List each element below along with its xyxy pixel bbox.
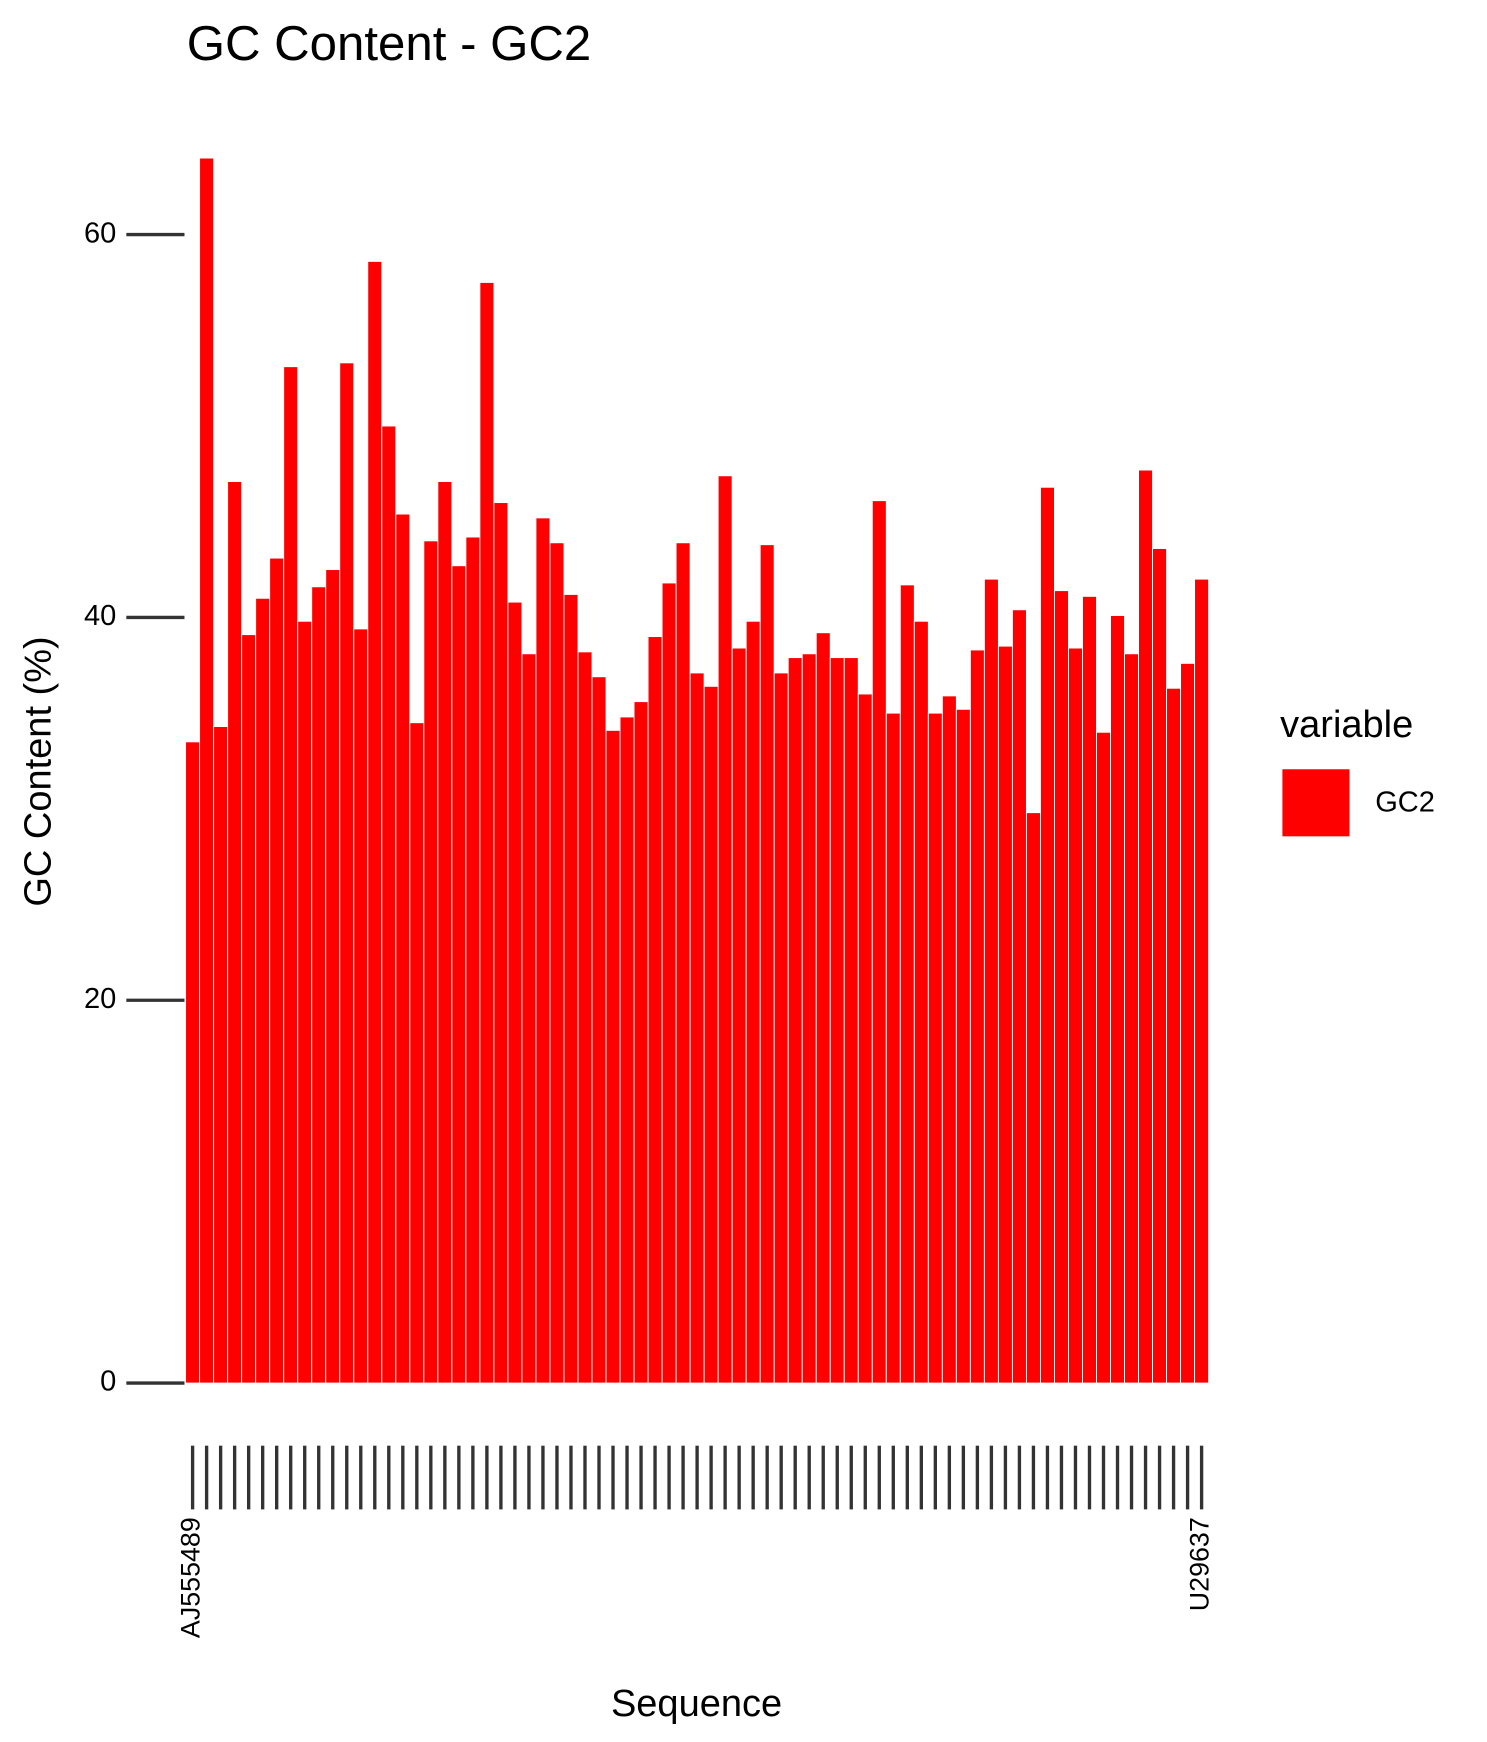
bar <box>983 578 999 1384</box>
bar <box>1068 647 1083 1384</box>
bar <box>1152 548 1168 1384</box>
bar <box>479 282 495 1384</box>
x-tick-label: AJ555489 <box>176 1517 206 1638</box>
bar <box>549 542 565 1384</box>
bar <box>1138 469 1153 1384</box>
bar <box>423 540 439 1384</box>
bar <box>227 481 243 1384</box>
bar <box>185 741 201 1384</box>
bar <box>241 634 257 1384</box>
bar <box>801 653 817 1384</box>
legend-title: variable <box>1280 704 1413 746</box>
bar <box>311 586 327 1384</box>
bar <box>843 657 859 1384</box>
bar <box>493 502 509 1384</box>
bar <box>465 536 481 1384</box>
bar <box>521 653 537 1384</box>
chart-title: GC Content - GC2 <box>187 16 592 71</box>
y-tick-label: 40 <box>84 600 116 632</box>
bar <box>1082 595 1097 1384</box>
x-axis-title: Sequence <box>611 1683 782 1725</box>
bar <box>661 582 677 1384</box>
bar <box>997 645 1013 1384</box>
bar <box>1011 609 1027 1384</box>
bar <box>619 716 635 1384</box>
bar <box>633 701 649 1384</box>
bar <box>605 729 621 1384</box>
bar <box>745 620 761 1384</box>
bar <box>255 597 271 1384</box>
bar <box>199 157 215 1384</box>
bar <box>759 544 775 1384</box>
bar <box>885 712 901 1384</box>
bar <box>577 651 593 1384</box>
bar <box>325 569 341 1384</box>
bar <box>283 366 299 1384</box>
bar <box>353 628 369 1384</box>
bar <box>451 565 467 1384</box>
bar <box>871 500 887 1384</box>
y-tick-label: 20 <box>84 983 116 1015</box>
bar <box>731 647 747 1384</box>
bar <box>857 693 873 1384</box>
y-axis-title: GC Content (%) <box>17 636 59 906</box>
bar <box>1180 662 1196 1384</box>
bar <box>969 649 985 1384</box>
bar <box>563 594 579 1384</box>
bar <box>815 632 831 1384</box>
bar <box>787 657 803 1384</box>
bar <box>955 708 971 1384</box>
bar <box>689 672 705 1384</box>
bar <box>913 620 929 1384</box>
bar <box>647 636 663 1384</box>
bar <box>507 601 523 1384</box>
bar <box>213 726 229 1384</box>
legend-label: GC2 <box>1375 787 1435 819</box>
bar <box>297 620 313 1384</box>
bar <box>1025 812 1041 1384</box>
legend-swatch <box>1282 769 1350 837</box>
bar <box>1124 653 1139 1384</box>
bar <box>899 584 915 1384</box>
bar <box>927 712 943 1384</box>
bar <box>367 260 383 1384</box>
y-tick-label: 0 <box>100 1366 116 1398</box>
bar <box>395 513 411 1384</box>
bar <box>409 722 425 1384</box>
y-tick-label: 60 <box>84 217 116 249</box>
bar <box>941 695 957 1384</box>
bar <box>829 657 845 1384</box>
bar <box>437 481 453 1384</box>
bar <box>703 685 719 1384</box>
bar <box>339 362 355 1384</box>
bar <box>1166 687 1182 1384</box>
bar <box>591 676 607 1384</box>
bar <box>1110 615 1125 1384</box>
bar <box>535 517 551 1384</box>
bar <box>1039 486 1055 1384</box>
bar <box>717 475 733 1384</box>
bar <box>1194 578 1210 1384</box>
x-tick-label: U29637 <box>1185 1517 1215 1611</box>
bar <box>675 542 691 1384</box>
bar <box>773 672 789 1384</box>
bar <box>381 425 397 1384</box>
bar <box>1054 590 1069 1384</box>
bar <box>1096 731 1111 1384</box>
bar <box>269 557 285 1384</box>
